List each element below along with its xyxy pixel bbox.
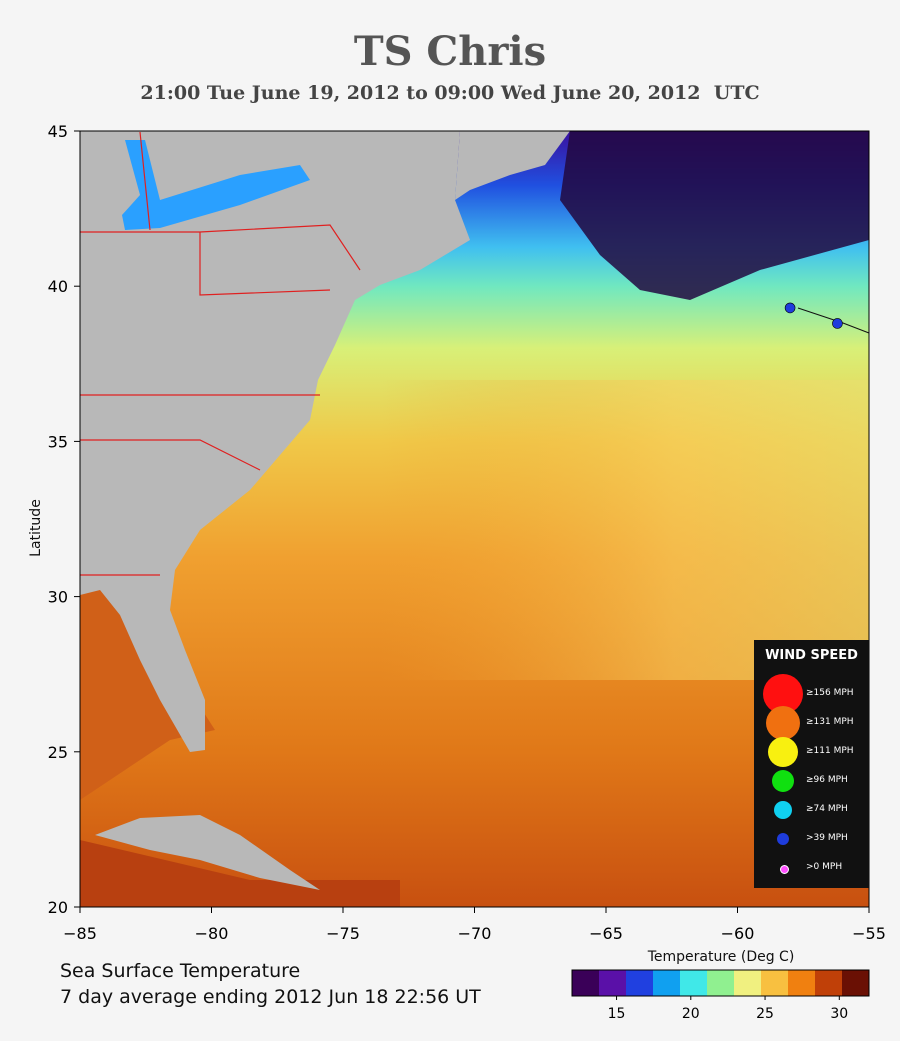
colorbar-tick-label: 25 [756,1006,774,1022]
state-borders [80,131,361,576]
colorbar-tick-label: 20 [682,1006,700,1022]
land-canada [455,131,570,200]
colorbar-segment [761,970,789,996]
x-tick-label: −85 [63,924,97,943]
legend-item: ≥111 MPH [754,737,869,767]
caribbean-warm [80,840,400,907]
map-subtitle: 21:00 Tue June 19, 2012 to 09:00 Wed Jun… [140,82,760,104]
x-tick-label: −65 [589,924,623,943]
cold-north-patch [560,131,869,300]
wind-speed-label: ≥74 MPH [806,804,848,814]
wind-speed-label: ≥96 MPH [806,775,848,785]
colorbar-frame [571,969,870,997]
legend-title: WIND SPEED [765,648,858,663]
y-tick-label: 25 [48,743,68,762]
wind-speed-label: ≥156 MPH [806,688,854,698]
storm-track [797,307,870,334]
colorbar-segment [707,970,735,996]
wind-speed-dot [772,770,794,792]
wind-speed-label: >0 MPH [806,862,843,872]
wind-speed-dot [766,706,800,740]
y-tick-label: 35 [48,432,68,451]
y-tick-label: 20 [48,898,68,917]
colorbar-label: Temperature (Deg C) [647,949,795,965]
x-tick-label: −75 [326,924,360,943]
y-tick-label: 30 [48,588,68,607]
legend-item: >39 MPH [754,827,869,851]
colorbar-segment [599,970,627,996]
map-title: TS Chris [353,28,547,75]
legend-item: >0 MPH [754,856,869,880]
great-lakes [122,140,310,230]
warm-band-shading [380,380,869,680]
footer-line-1: Sea Surface Temperature [60,960,301,982]
land-us [80,131,470,752]
track-point [832,318,843,329]
legend-item: ≥131 MPH [754,706,869,740]
colorbar-segment [734,970,762,996]
wind-speed-dot [768,737,798,767]
legend-item: ≥96 MPH [754,769,869,793]
legend-item: ≥74 MPH [754,798,869,822]
wind-speed-label: ≥111 MPH [806,746,854,756]
colorbar-tick-label: 30 [830,1006,848,1022]
latitude-axis-label: Latitude [28,499,44,557]
colorbar-segment [788,970,816,996]
wind-speed-dot [777,833,789,845]
y-tick-label: 40 [48,277,68,296]
x-tick-label: −70 [458,924,492,943]
legend-item: ≥156 MPH [754,674,869,714]
land-cuba [95,815,320,890]
wind-speed-label: ≥131 MPH [806,717,854,727]
colorbar-segment [653,970,681,996]
gulf-of-mexico [80,590,215,800]
track-point [784,302,796,314]
footer-caption: Sea Surface Temperature 7 day average en… [60,958,481,1010]
temperature-colorbar: 15 20 25 30 [571,969,870,1022]
y-tick-label: 45 [48,122,68,141]
colorbar-segment [842,970,870,996]
colorbar-segment [680,970,708,996]
wind-speed-dot [774,801,792,819]
colorbar-segment [626,970,654,996]
wind-speed-dot [779,864,789,874]
colorbar-segment [815,970,843,996]
colorbar-segment [572,970,600,996]
wind-speed-legend: WIND SPEED ≥156 MPH ≥131 MPH ≥111 MPH ≥96 M… [754,640,869,888]
wind-speed-label: >39 MPH [806,833,848,843]
footer-line-2: 7 day average ending 2012 Jun 18 22:56 U… [60,986,481,1008]
track-points [784,302,843,329]
map-axes: −85 −80 −75 −70 −65 −60 −55 45 40 35 30 25 20 [48,122,886,943]
x-tick-label: −55 [852,924,886,943]
colorbar-tick-label: 15 [608,1006,626,1022]
x-tick-label: −60 [721,924,755,943]
x-tick-label: −80 [195,924,229,943]
